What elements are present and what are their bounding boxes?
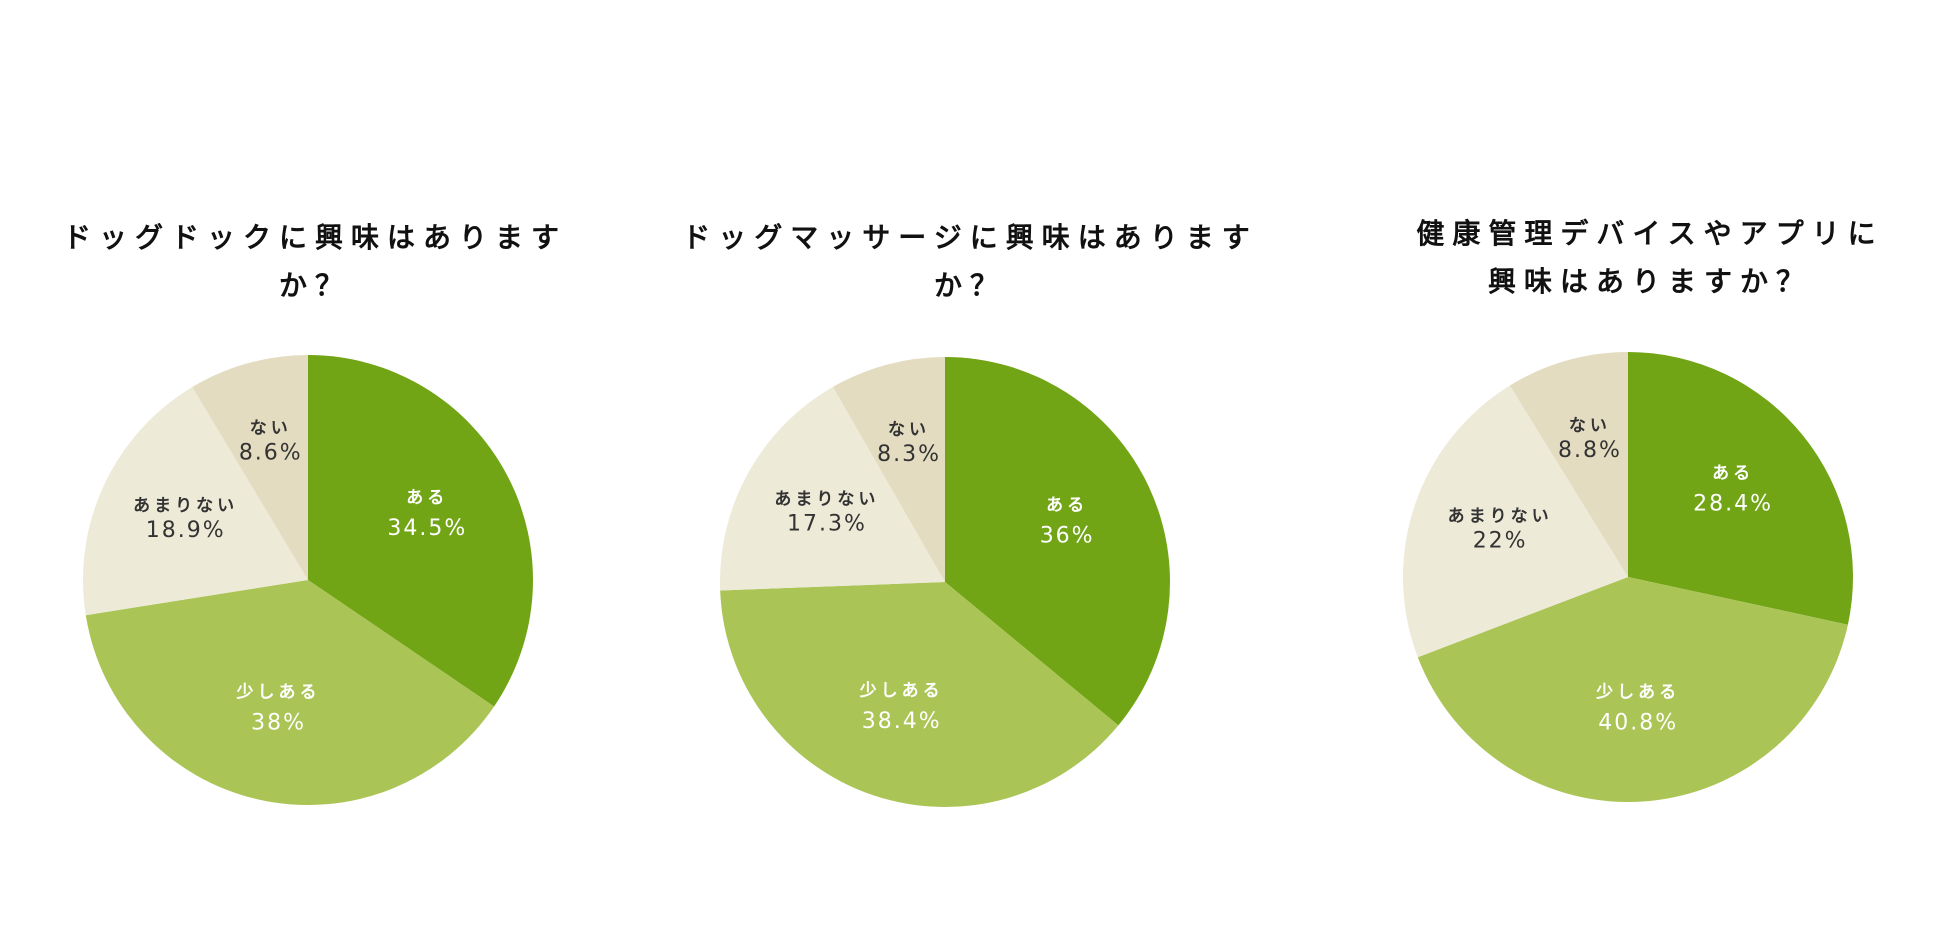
pie-slice-amari-nai <box>720 386 945 591</box>
slice-category-label: ある <box>406 488 448 508</box>
slice-category-label: ある <box>1046 496 1088 516</box>
slice-category-label: 少しある <box>859 681 944 701</box>
pie-slice-sukoshi-aru <box>85 580 495 805</box>
slice-percent-label: 8.3% <box>877 442 941 467</box>
chart-title-line: 興味はありますか？ <box>1487 265 1812 298</box>
slice-percent-label: 28.4% <box>1693 491 1773 516</box>
slice-percent-label: 22% <box>1473 529 1528 554</box>
slice-category-label: ある <box>1712 463 1754 483</box>
slice-percent-label: 38.4% <box>862 709 942 734</box>
slice-percent-label: 8.8% <box>1558 438 1622 463</box>
pie-chart-dog-dock: ドッグドックに興味はありますか？ ある 34.5% 少しある 38% あまりない 18.9… <box>40 0 590 949</box>
pie-slice-aru <box>1628 352 1853 625</box>
pie-slice-amari-nai <box>82 387 308 616</box>
pie-slice-sukoshi-aru <box>720 582 1119 808</box>
pie-chart-dog-massage: ドッグマッサージに興味はありますか？ ある 36% 少しある 38.4% あまりない 17… <box>670 0 1270 949</box>
slice-percent-label: 38% <box>251 711 306 736</box>
pie-chart-health-device: 健康管理デバイスやアプリに 興味はありますか？ ある 28.4% 少しある 40.8%… <box>1390 0 1910 949</box>
pie-slice-aru <box>945 357 1170 726</box>
chart-title-line: 健康管理デバイスやアプリに <box>1416 217 1884 250</box>
slice-percent-label: 36% <box>1040 524 1095 549</box>
slice-category-label: あまりない <box>774 490 879 510</box>
slice-percent-label: 17.3% <box>787 512 867 537</box>
slice-category-label: ない <box>1569 416 1611 436</box>
chart-title-line: ドッグドックに興味はありますか？ <box>62 221 567 302</box>
slice-percent-label: 34.5% <box>387 516 467 541</box>
chart-title: ドッグドックに興味はありますか？ <box>40 214 590 310</box>
slice-category-label: あまりない <box>133 496 238 516</box>
pie-slice-nai <box>832 357 945 582</box>
slice-percent-label: 8.6% <box>239 441 303 466</box>
slice-percent-label: 40.8% <box>1598 711 1678 736</box>
pie-slice-nai <box>1509 352 1628 577</box>
pie-slice-aru <box>308 355 533 707</box>
pie-slice-nai <box>192 355 308 580</box>
slice-category-label: あまりない <box>1448 507 1553 527</box>
slice-category-label: 少しある <box>1595 683 1680 703</box>
pie-slice-amari-nai <box>1403 385 1628 658</box>
slice-percent-label: 18.9% <box>146 518 226 543</box>
slice-category-label: ない <box>250 419 292 439</box>
chart-title-line: ドッグマッサージに興味はありますか？ <box>682 221 1258 302</box>
slice-category-label: 少しある <box>236 683 321 703</box>
pie-slice-sukoshi-aru <box>1417 577 1848 802</box>
chart-title: ドッグマッサージに興味はありますか？ <box>670 214 1270 310</box>
chart-title: 健康管理デバイスやアプリに 興味はありますか？ <box>1390 210 1910 306</box>
slice-category-label: ない <box>888 420 930 440</box>
